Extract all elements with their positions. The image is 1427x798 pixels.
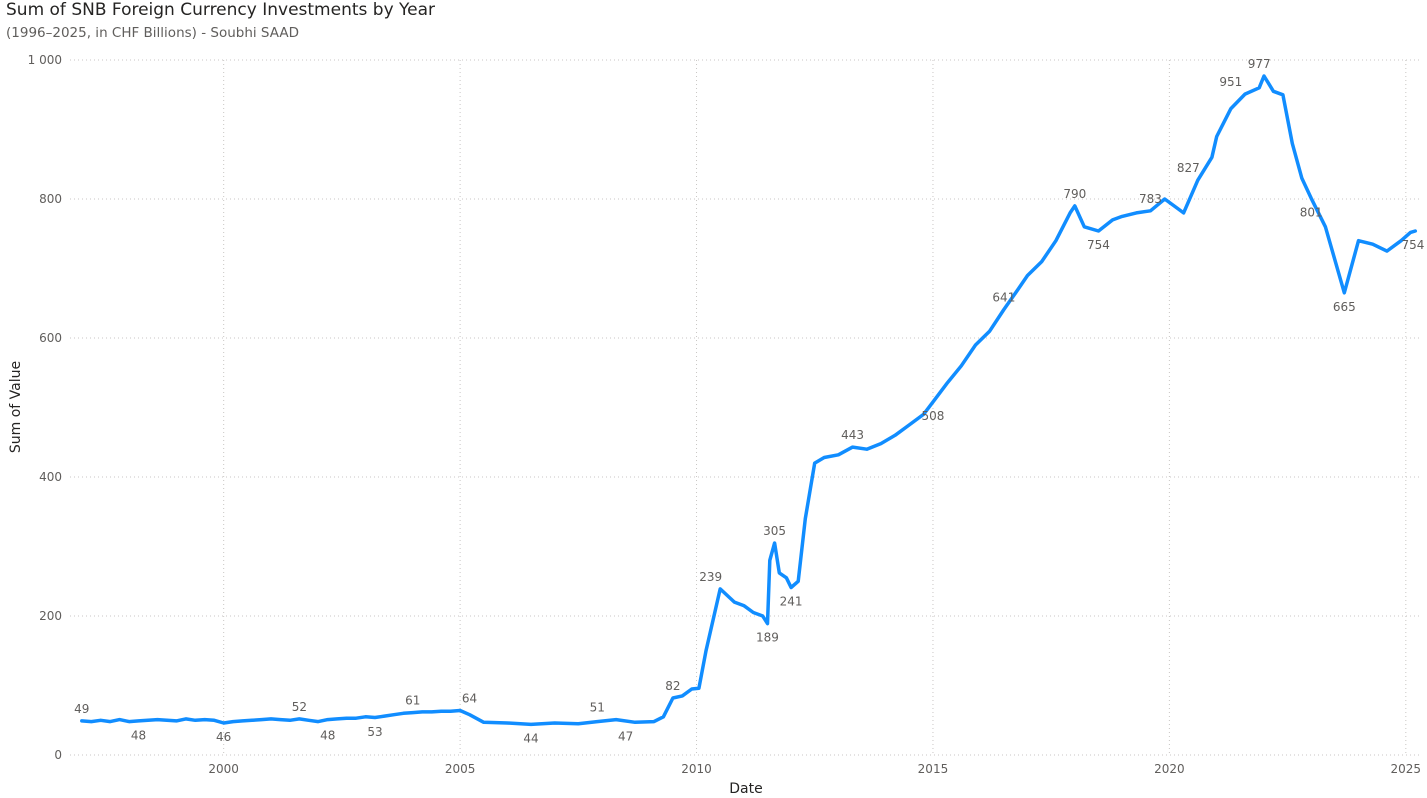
data-label: 189 bbox=[756, 631, 779, 645]
x-tick-label: 2010 bbox=[681, 762, 712, 776]
data-label: 977 bbox=[1248, 57, 1271, 71]
gridlines bbox=[70, 59, 1420, 756]
y-tick-label: 1 000 bbox=[28, 53, 62, 67]
axis-ticks: 0 200 400 600 800 1 000 2000 2005 2010 2015 2020 20… bbox=[28, 53, 1421, 776]
data-label: 951 bbox=[1219, 75, 1242, 89]
data-label: 61 bbox=[405, 694, 420, 708]
data-label: 239 bbox=[699, 570, 722, 584]
data-label: 51 bbox=[590, 701, 605, 715]
data-label: 665 bbox=[1333, 300, 1356, 314]
x-tick-label: 2015 bbox=[918, 762, 949, 776]
data-label: 64 bbox=[462, 692, 477, 706]
y-tick-label: 200 bbox=[39, 609, 62, 623]
data-label: 305 bbox=[763, 524, 786, 538]
data-label: 46 bbox=[216, 730, 231, 744]
chart-title: Sum of SNB Foreign Currency Investments … bbox=[6, 0, 436, 20]
data-label: 44 bbox=[523, 731, 538, 745]
data-label: 48 bbox=[320, 729, 335, 743]
x-axis-title: Date bbox=[729, 781, 762, 797]
x-tick-label: 2005 bbox=[445, 762, 476, 776]
data-label: 241 bbox=[780, 595, 803, 609]
data-label: 49 bbox=[74, 702, 89, 716]
data-label: 52 bbox=[292, 700, 307, 714]
chart-subtitle: (1996–2025, in CHF Billions) - Soubhi SA… bbox=[6, 25, 299, 41]
data-labels: 49 48 46 52 48 53 61 64 44 51 47 82 239 189 305 241 443 5… bbox=[74, 57, 1424, 745]
y-tick-label: 400 bbox=[39, 470, 62, 484]
data-label: 508 bbox=[922, 409, 945, 423]
data-label: 827 bbox=[1177, 161, 1200, 175]
data-label: 754 bbox=[1087, 238, 1110, 252]
data-label: 48 bbox=[131, 729, 146, 743]
data-label: 801 bbox=[1300, 205, 1323, 219]
data-label: 47 bbox=[618, 729, 633, 743]
x-tick-label: 2020 bbox=[1154, 762, 1185, 776]
y-tick-label: 0 bbox=[54, 748, 62, 762]
series-layer bbox=[80, 74, 1418, 727]
x-tick-label: 2000 bbox=[208, 762, 239, 776]
data-label: 783 bbox=[1139, 192, 1162, 206]
y-axis-title: Sum of Value bbox=[8, 361, 24, 453]
data-label: 443 bbox=[841, 428, 864, 442]
data-label: 82 bbox=[665, 679, 680, 693]
y-tick-label: 800 bbox=[39, 192, 62, 206]
y-tick-label: 600 bbox=[39, 331, 62, 345]
data-label: 754 bbox=[1401, 238, 1424, 252]
data-label: 641 bbox=[992, 291, 1015, 305]
x-tick-label: 2025 bbox=[1391, 762, 1422, 776]
data-label: 53 bbox=[367, 725, 382, 739]
series-line bbox=[80, 74, 1418, 727]
data-label: 790 bbox=[1063, 187, 1086, 201]
